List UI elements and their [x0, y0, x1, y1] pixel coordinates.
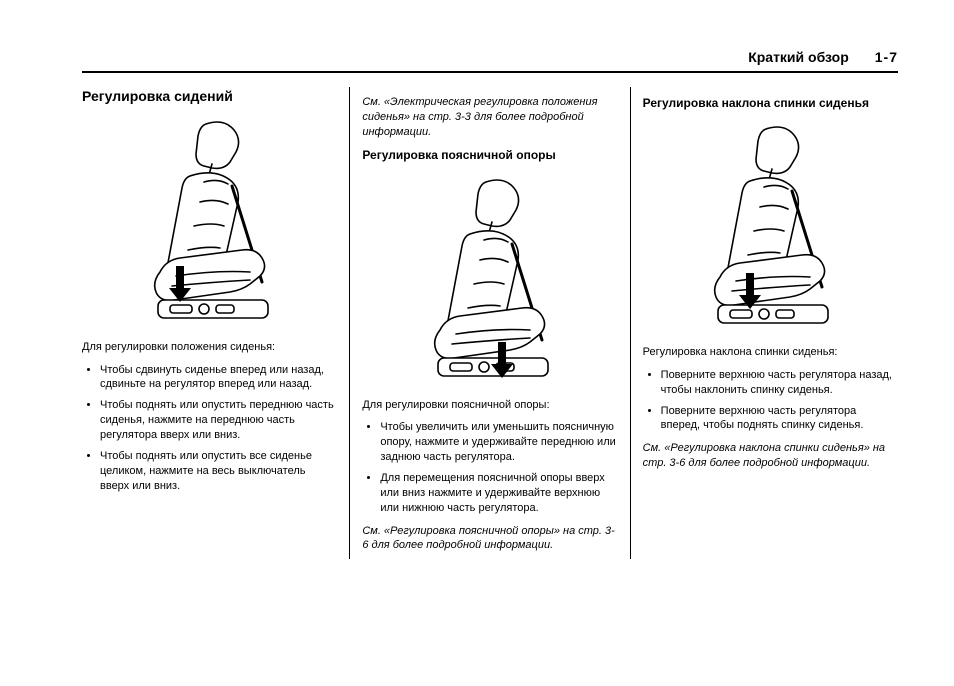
reference-note-bottom-3: См. «Регулировка наклона спинки сиденья»… [643, 441, 898, 471]
figure-seat-lumbar [362, 174, 617, 384]
intro-text-2: Для регулировки поясничной опоры: [362, 398, 617, 413]
list-item: Поверните верхнюю часть регулятора назад… [661, 368, 898, 398]
list-item: Чтобы поднять или опустить все сиденье ц… [100, 449, 337, 494]
list-item: Чтобы сдвинуть сиденье вперед или назад,… [100, 363, 337, 393]
page-header: Краткий обзор 1-7 [82, 48, 898, 73]
list-item: Чтобы поднять или опустить переднюю част… [100, 398, 337, 443]
chapter-title: Краткий обзор [748, 48, 849, 67]
intro-text-1: Для регулировки положения сиденья: [82, 340, 337, 355]
list-item: Поверните верхнюю часть регулятора впере… [661, 404, 898, 434]
page-number: 1-7 [875, 48, 898, 67]
intro-text-3: Регулировка наклона спинки сиденья: [643, 345, 898, 360]
figure-seat-recline [643, 121, 898, 331]
list-item: Чтобы увеличить или уменьшить поясничную… [380, 420, 617, 465]
section-title-seat-adjust: Регулировка сидений [82, 87, 337, 106]
figure-seat-position [82, 116, 337, 326]
seat-lumbar-icon [400, 174, 580, 384]
subsection-title-recline: Регулировка наклона спинки сиденья [643, 95, 898, 111]
column-2: См. «Электрическая регулировка положения… [350, 87, 630, 559]
bullet-list-2: Чтобы увеличить или уменьшить поясничную… [362, 420, 617, 515]
list-item: Для перемещения поясничной опоры вверх и… [380, 471, 617, 516]
subsection-title-lumbar: Регулировка поясничной опоры [362, 147, 617, 163]
seat-recline-icon [680, 121, 860, 331]
column-1: Регулировка сидений Для регулир [82, 87, 350, 559]
bullet-list-1: Чтобы сдвинуть сиденье вперед или назад,… [82, 363, 337, 494]
column-3: Регулировка наклона спинки сиденья [631, 87, 898, 559]
seat-position-icon [120, 116, 300, 326]
reference-note-bottom-2: См. «Регулировка поясничной опоры» на ст… [362, 524, 617, 554]
reference-note-top: См. «Электрическая регулировка положения… [362, 95, 617, 140]
page: Краткий обзор 1-7 Регулировка сидений [0, 0, 954, 686]
columns-container: Регулировка сидений Для регулир [82, 87, 898, 559]
bullet-list-3: Поверните верхнюю часть регулятора назад… [643, 368, 898, 433]
